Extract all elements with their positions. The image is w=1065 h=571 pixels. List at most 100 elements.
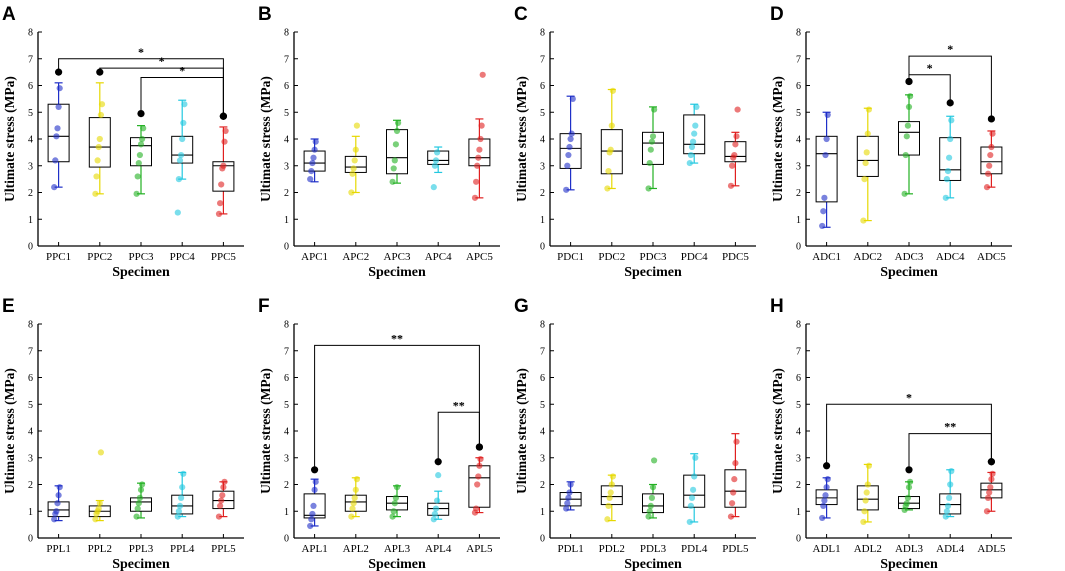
data-point xyxy=(862,497,869,504)
y-tick-label: 7 xyxy=(284,54,289,65)
data-point xyxy=(609,473,617,480)
significance-label: ** xyxy=(453,398,465,412)
y-tick-label: 6 xyxy=(284,373,289,384)
data-point xyxy=(688,143,696,151)
data-point xyxy=(180,119,187,127)
data-point xyxy=(218,181,225,188)
y-tick-label: 3 xyxy=(796,161,801,172)
data-point xyxy=(651,457,658,464)
y-tick-label: 7 xyxy=(796,346,801,357)
data-point xyxy=(96,500,103,507)
data-point xyxy=(176,157,184,164)
y-tick-label: 7 xyxy=(540,54,545,65)
data-point xyxy=(907,93,914,100)
data-point xyxy=(987,151,994,159)
data-point xyxy=(692,122,699,129)
significance-label: * xyxy=(138,45,144,59)
y-tick-label: 8 xyxy=(796,320,801,331)
data-point xyxy=(727,182,735,189)
data-point xyxy=(175,176,182,183)
significance-label: * xyxy=(947,42,953,56)
data-point xyxy=(389,513,396,520)
y-tick-label: 8 xyxy=(28,320,33,331)
data-point xyxy=(351,494,358,501)
data-point xyxy=(307,176,314,183)
data-point xyxy=(690,486,697,493)
data-point xyxy=(220,484,227,491)
y-tick-label: 0 xyxy=(28,242,33,253)
data-point xyxy=(348,513,355,520)
data-point xyxy=(473,178,480,185)
data-point xyxy=(863,489,870,496)
data-point xyxy=(312,478,319,485)
panel-c: C 0 1 2 3 4 5 6 7 8 Ultimate stress (MPa) Specimen P… xyxy=(514,4,756,280)
significance-bracket xyxy=(99,67,224,117)
panel-letter: F xyxy=(258,296,270,317)
data-point xyxy=(864,481,871,488)
significance-label: ** xyxy=(391,331,403,345)
data-point xyxy=(474,481,481,488)
y-tick-label: 6 xyxy=(796,373,801,384)
category-label: PDC1 xyxy=(557,251,584,263)
y-axis-title: Ultimate stress (MPa) xyxy=(2,76,17,202)
data-point xyxy=(178,494,185,501)
data-point xyxy=(563,186,570,193)
data-point xyxy=(649,484,657,491)
data-point xyxy=(476,146,483,153)
data-point xyxy=(904,494,912,501)
data-point xyxy=(311,146,318,153)
data-point xyxy=(607,489,614,496)
significance-label: * xyxy=(927,61,933,75)
data-point xyxy=(686,159,693,167)
data-point xyxy=(903,500,910,507)
data-point xyxy=(943,508,951,515)
category-label: APL3 xyxy=(384,543,411,555)
panel-h: H 0 1 2 3 4 5 6 7 8 Ultimate stress (MPa) Specimen A… xyxy=(770,296,1012,571)
data-point xyxy=(97,111,104,119)
data-point xyxy=(392,141,399,148)
data-point xyxy=(479,71,486,78)
box xyxy=(212,161,235,192)
data-point xyxy=(988,476,995,483)
category-label: PPC5 xyxy=(211,251,237,263)
data-point xyxy=(309,510,316,518)
data-point xyxy=(349,170,356,177)
data-point xyxy=(567,135,574,143)
box xyxy=(212,490,235,510)
y-tick-label: 4 xyxy=(540,427,545,438)
data-point xyxy=(176,502,184,509)
y-tick-label: 1 xyxy=(284,507,289,518)
data-point xyxy=(905,484,913,491)
y-tick-label: 2 xyxy=(540,188,545,199)
y-tick-label: 0 xyxy=(796,242,801,253)
y-tick-label: 6 xyxy=(796,81,801,92)
data-point xyxy=(220,162,227,169)
data-point xyxy=(393,127,401,135)
y-axis-title: Ultimate stress (MPa) xyxy=(2,368,17,494)
data-point xyxy=(983,184,991,191)
data-point xyxy=(645,185,652,192)
data-point xyxy=(51,516,58,523)
data-point xyxy=(820,208,827,215)
y-tick-label: 4 xyxy=(28,427,33,438)
data-point xyxy=(730,489,737,496)
data-point xyxy=(821,497,828,504)
box xyxy=(939,493,962,515)
box xyxy=(303,493,326,519)
data-point xyxy=(431,162,438,169)
data-point xyxy=(135,159,142,167)
data-point xyxy=(985,494,992,501)
category-label: PPC2 xyxy=(87,251,112,263)
data-point xyxy=(133,513,140,520)
data-point xyxy=(308,516,315,523)
category-label: PDL3 xyxy=(640,543,667,555)
box xyxy=(642,493,664,514)
y-tick-label: 4 xyxy=(540,135,545,146)
data-point xyxy=(564,162,571,169)
data-point xyxy=(985,170,992,177)
y-tick-label: 4 xyxy=(796,427,801,438)
data-point xyxy=(733,133,740,140)
category-label: ADL4 xyxy=(936,543,965,555)
y-tick-label: 2 xyxy=(796,480,801,491)
